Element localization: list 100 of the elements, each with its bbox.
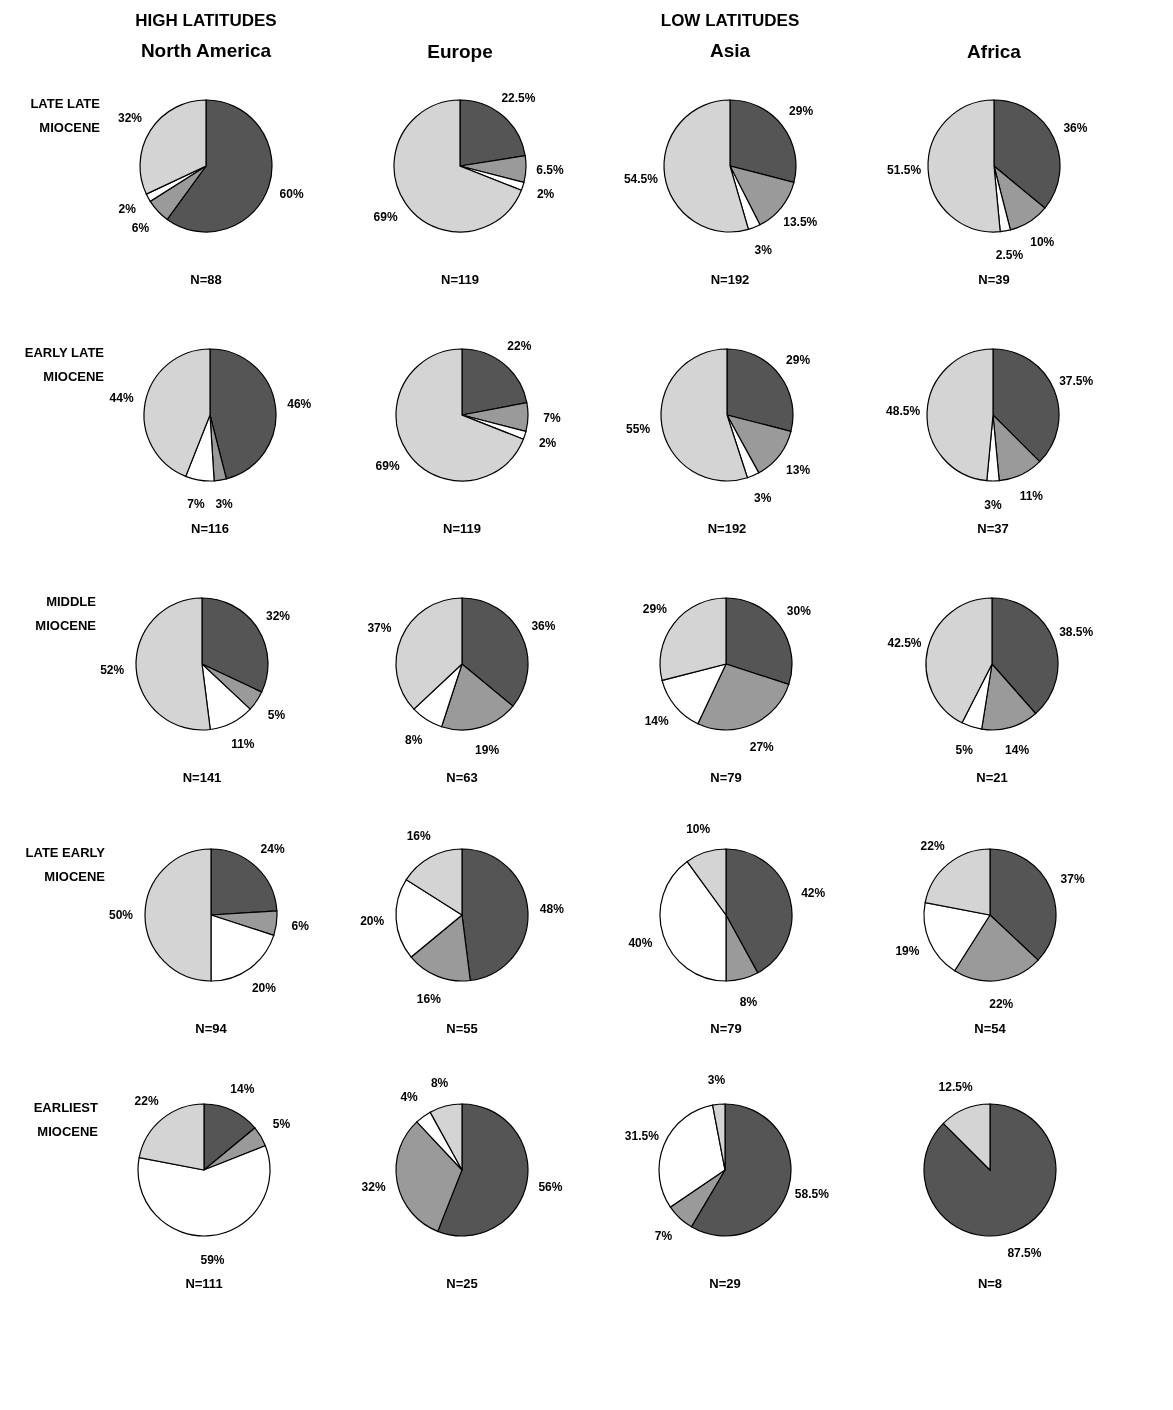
data-label: 8%	[739, 995, 758, 1010]
data-label: 56%	[538, 1179, 563, 1194]
text: N=116	[191, 521, 229, 536]
data-label: 36%	[1062, 120, 1088, 135]
data-label: 22%	[989, 997, 1014, 1012]
data-label: 22.5%	[501, 90, 536, 105]
data-label: 42%	[801, 885, 826, 900]
text: N=79	[710, 770, 742, 785]
text: N=141	[182, 770, 221, 785]
data-label: 13%	[785, 463, 810, 478]
data-label: 3%	[984, 498, 1002, 512]
data-label: 48%	[539, 902, 565, 917]
data-label: 3%	[753, 242, 772, 257]
data-label: 32%	[265, 608, 290, 623]
data-label: 19%	[475, 743, 500, 758]
text: N=79	[710, 1021, 742, 1036]
text: MIDDLE MIOCENE	[34, 594, 96, 633]
text: N=54	[974, 1021, 1007, 1036]
data-label: 19%	[895, 943, 920, 958]
data-label: 3%	[707, 1073, 726, 1088]
text: EARLY LATE MIOCENE	[24, 345, 105, 384]
data-label: 32%	[361, 1179, 386, 1194]
data-label: 22%	[134, 1093, 159, 1108]
data-label: 13.5%	[782, 215, 818, 230]
text: LATE EARLY MIOCENE	[25, 845, 106, 884]
text: N=37	[977, 521, 1009, 536]
data-label: 5%	[272, 1117, 290, 1132]
data-label: 51.5%	[886, 163, 921, 178]
data-label: 58.5%	[794, 1186, 829, 1201]
data-label: 36%	[531, 618, 556, 633]
chart-title: North America	[140, 40, 272, 61]
data-label: 50%	[108, 908, 134, 922]
data-label: 6%	[291, 919, 310, 934]
data-label: 3%	[753, 490, 772, 505]
data-label: 5%	[267, 707, 285, 722]
data-label: 38.5%	[1058, 625, 1094, 640]
text: N=192	[710, 272, 749, 287]
data-label: 6%	[131, 220, 150, 235]
data-label: 2%	[118, 202, 137, 217]
data-label: 55%	[625, 422, 650, 437]
data-label: 69%	[375, 458, 400, 473]
data-label: 20%	[360, 913, 385, 928]
data-label: 24%	[260, 842, 285, 857]
data-label: 22%	[507, 338, 532, 353]
data-label: 42.5%	[886, 635, 922, 650]
data-label: 10%	[686, 822, 711, 837]
data-label: 7%	[187, 496, 205, 511]
data-label: 20%	[251, 980, 277, 995]
data-label: 29%	[785, 352, 810, 367]
text: N=25	[446, 1276, 478, 1291]
data-label: 16%	[406, 829, 431, 844]
data-label: 22%	[920, 838, 945, 853]
text: N=39	[977, 272, 1010, 287]
text: N=119	[441, 272, 479, 287]
data-label: 52%	[99, 662, 125, 677]
data-label: 11%	[230, 737, 255, 752]
data-label: 30%	[786, 604, 812, 619]
text: N=88	[190, 272, 222, 287]
data-label: 37%	[1060, 872, 1085, 887]
data-label: 54.5%	[623, 171, 658, 186]
data-label: 37%	[367, 621, 392, 636]
data-label: 5%	[955, 742, 973, 757]
text: N=55	[446, 1021, 478, 1036]
data-label: 40%	[628, 935, 653, 950]
data-label: 48.5%	[886, 403, 921, 418]
text: EARLIEST MIOCENE	[33, 1100, 98, 1139]
data-label: 2%	[536, 186, 555, 201]
data-label: 60%	[279, 186, 304, 201]
data-label: 8%	[405, 732, 423, 747]
text: HIGH LATITUDES	[135, 11, 277, 30]
data-label: 12.5%	[938, 1079, 973, 1094]
text: N=94	[195, 1021, 228, 1036]
data-label: 59%	[199, 1252, 225, 1267]
data-label: 8%	[430, 1075, 449, 1090]
text: N=29	[708, 1276, 741, 1291]
data-label: 46%	[287, 396, 312, 411]
text: N=63	[446, 770, 478, 785]
text: LOW LATITUDES	[660, 11, 799, 30]
text: N=111	[184, 1276, 223, 1291]
text: N=119	[443, 521, 481, 536]
data-label: 16%	[416, 991, 442, 1006]
text: N=21	[975, 770, 1008, 785]
data-label: 7%	[654, 1228, 672, 1243]
data-label: 2.5%	[995, 247, 1023, 262]
data-label: 44%	[109, 391, 134, 406]
data-label: 2%	[538, 435, 557, 450]
data-label: 32%	[117, 110, 143, 125]
data-label: 14%	[229, 1081, 255, 1096]
data-label: 6.5%	[536, 163, 564, 178]
text: N=8	[977, 1276, 1003, 1291]
data-label: 14%	[1004, 743, 1029, 758]
text: LATE LATE MIOCENE	[30, 96, 101, 135]
data-label: 69%	[373, 209, 398, 224]
data-label: 10%	[1029, 234, 1055, 249]
data-label: 87.5%	[1007, 1246, 1042, 1261]
chart-title: Africa	[966, 41, 1021, 62]
data-label: 29%	[642, 601, 668, 616]
data-label: 7%	[543, 410, 561, 425]
data-label: 4%	[400, 1090, 419, 1105]
data-label: 31.5%	[624, 1128, 659, 1143]
